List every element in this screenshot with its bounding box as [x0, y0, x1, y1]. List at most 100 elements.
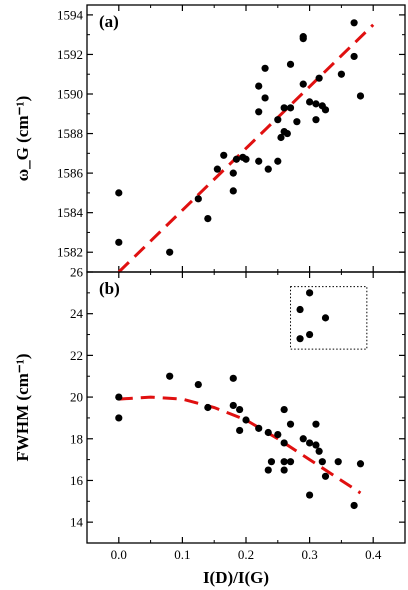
data-point	[236, 426, 244, 435]
data-point	[306, 439, 314, 447]
data-point	[242, 155, 250, 163]
data-point	[115, 393, 123, 401]
y-tick-label: 1584	[57, 205, 84, 220]
data-point	[274, 157, 282, 165]
inset-box	[290, 286, 368, 350]
inset-data-point	[306, 289, 314, 297]
inset-data-point	[306, 330, 314, 339]
data-point	[229, 374, 237, 382]
y-tick-label: 20	[70, 390, 83, 405]
data-point	[299, 33, 307, 41]
fit-line	[117, 23, 375, 274]
inset-data-point	[321, 314, 330, 322]
panel-b: 14 16 18 20 22 24 26 0.0 0.1 0.2 0.3 0.4 (b) FWHM (cm…	[13, 265, 406, 587]
data-point	[299, 435, 307, 443]
data-point	[220, 151, 228, 159]
fit-line	[118, 395, 362, 495]
data-point	[213, 165, 221, 173]
data-point	[318, 458, 326, 466]
data-point	[264, 466, 272, 474]
data-point	[115, 414, 123, 422]
data-point	[280, 458, 288, 466]
data-point	[229, 169, 237, 177]
data-point	[315, 74, 323, 82]
data-point	[264, 165, 272, 173]
data-point	[242, 416, 250, 424]
x-tick-label: 0.3	[301, 547, 317, 562]
inset-data-point	[296, 305, 304, 314]
data-point	[264, 428, 272, 437]
data-point	[280, 466, 288, 474]
data-point	[293, 118, 301, 126]
y-tick-label: 1582	[57, 245, 83, 260]
panel-label: (b)	[99, 279, 120, 298]
plot-frame	[86, 271, 406, 544]
data-point	[166, 372, 174, 380]
data-point	[350, 501, 358, 510]
data-point	[280, 104, 288, 112]
data-point	[236, 405, 244, 414]
y-tick-label: 22	[70, 348, 83, 363]
data-point	[229, 401, 237, 410]
panel-a: 1582 1584 1586 1588 1590 1592 1594 (a) ω_G (cm⁻¹…	[13, 4, 406, 274]
data-point	[286, 104, 295, 112]
data-point	[312, 100, 320, 108]
x-tick-label: 0.2	[238, 547, 254, 562]
y-tick-label: 1586	[57, 166, 84, 181]
data-point	[115, 189, 123, 197]
data-point	[261, 64, 269, 72]
data-point	[115, 238, 123, 246]
data-point	[299, 80, 307, 88]
data-point	[356, 460, 365, 468]
data-point	[229, 187, 237, 195]
x-tick-label: 0.0	[111, 547, 127, 562]
data-point	[283, 129, 291, 138]
y-tick-label: 1594	[57, 7, 84, 22]
y-axis-title: ω_G (cm⁻¹)	[13, 96, 32, 182]
data-point	[356, 92, 365, 100]
data-point	[166, 248, 174, 256]
data-point	[255, 108, 263, 116]
data-point	[194, 380, 202, 389]
data-point	[277, 133, 285, 142]
data-point	[255, 157, 263, 165]
data-point	[321, 106, 330, 114]
y-tick-label: 1590	[57, 87, 83, 102]
data-point	[286, 60, 295, 68]
data-point	[261, 94, 269, 102]
y-tick-label: 1588	[57, 126, 83, 141]
data-point	[286, 458, 295, 466]
y-tick-label: 18	[70, 431, 83, 446]
data-point	[334, 458, 342, 466]
inset-data-point	[296, 335, 304, 343]
data-point	[280, 405, 288, 414]
data-point	[321, 472, 330, 480]
data-point	[337, 70, 345, 78]
data-point	[315, 447, 323, 455]
y-tick-label: 24	[70, 306, 84, 321]
data-point	[286, 420, 295, 428]
y-tick-label: 26	[70, 265, 84, 280]
data-point	[255, 424, 263, 432]
plot-frame	[86, 4, 406, 273]
data-point	[312, 441, 320, 449]
data-point	[350, 19, 358, 27]
y-tick-label: 14	[70, 515, 84, 530]
y-tick-label: 1592	[57, 47, 83, 62]
data-point	[194, 195, 202, 203]
data-point	[312, 420, 320, 428]
data-point	[350, 52, 358, 61]
data-point	[274, 116, 282, 124]
y-tick-label: 16	[70, 473, 84, 488]
x-tick-label: 0.4	[365, 547, 382, 562]
data-point	[280, 439, 288, 447]
panel-label: (a)	[99, 12, 119, 31]
x-axis-title: I(D)/I(G)	[203, 568, 269, 587]
data-point	[274, 431, 282, 439]
data-point	[204, 403, 212, 412]
y-axis-title: FWHM (cm⁻¹)	[13, 353, 32, 461]
data-point	[204, 215, 212, 223]
data-point	[312, 116, 320, 124]
data-point	[306, 491, 314, 499]
